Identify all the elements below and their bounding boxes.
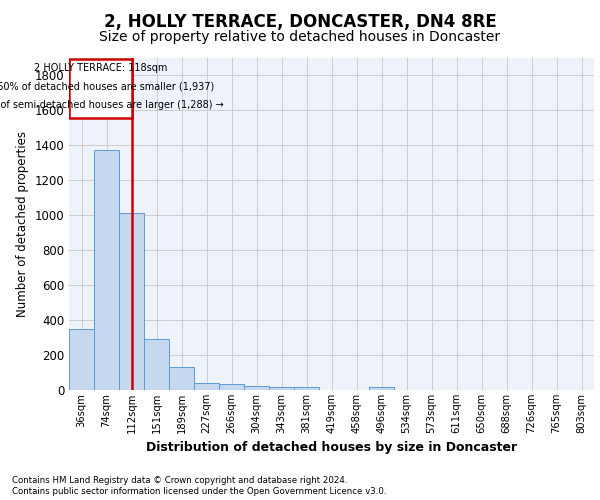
Bar xyxy=(169,367,194,390)
Text: 2, HOLLY TERRACE, DONCASTER, DN4 8RE: 2, HOLLY TERRACE, DONCASTER, DN4 8RE xyxy=(104,12,496,30)
Y-axis label: Number of detached properties: Number of detached properties xyxy=(16,130,29,317)
Text: Size of property relative to detached houses in Doncaster: Size of property relative to detached ho… xyxy=(100,30,500,44)
Bar xyxy=(194,382,219,390)
Text: 2 HOLLY TERRACE: 118sqm: 2 HOLLY TERRACE: 118sqm xyxy=(34,64,167,74)
Bar xyxy=(244,386,269,390)
Bar xyxy=(69,329,94,390)
Text: 40% of semi-detached houses are larger (1,288) →: 40% of semi-detached houses are larger (… xyxy=(0,100,224,110)
Bar xyxy=(369,388,394,390)
Bar xyxy=(219,384,244,390)
Text: ← 60% of detached houses are smaller (1,937): ← 60% of detached houses are smaller (1,… xyxy=(0,82,214,92)
Bar xyxy=(269,386,294,390)
Bar xyxy=(119,213,144,390)
X-axis label: Distribution of detached houses by size in Doncaster: Distribution of detached houses by size … xyxy=(146,442,517,454)
Bar xyxy=(69,59,131,118)
Text: Contains public sector information licensed under the Open Government Licence v3: Contains public sector information licen… xyxy=(12,487,386,496)
Bar xyxy=(94,150,119,390)
Bar xyxy=(294,388,319,390)
Text: Contains HM Land Registry data © Crown copyright and database right 2024.: Contains HM Land Registry data © Crown c… xyxy=(12,476,347,485)
Bar xyxy=(144,339,169,390)
